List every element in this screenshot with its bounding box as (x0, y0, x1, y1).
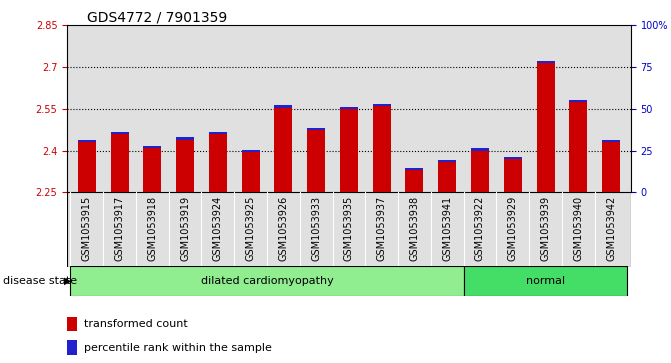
Bar (209, 134, 227, 192)
Bar (209, 132, 227, 134)
Bar (78, 140, 96, 142)
Bar (307, 130, 325, 192)
Bar (569, 100, 587, 102)
Bar (537, 63, 554, 192)
Text: GSM1053915: GSM1053915 (82, 196, 92, 261)
Text: GSM1053922: GSM1053922 (475, 196, 485, 261)
Bar (242, 150, 260, 152)
Bar (111, 134, 129, 192)
Text: dilated cardiomyopathy: dilated cardiomyopathy (201, 276, 333, 286)
Bar (405, 170, 423, 192)
Bar (144, 146, 161, 148)
Bar (340, 109, 358, 192)
Bar (504, 159, 522, 192)
Text: GSM1053942: GSM1053942 (606, 196, 616, 261)
Text: GSM1053933: GSM1053933 (311, 196, 321, 261)
Bar (67, 317, 77, 331)
Bar (372, 106, 391, 192)
Bar (274, 105, 293, 107)
Text: GDS4772 / 7901359: GDS4772 / 7901359 (87, 11, 227, 25)
Bar (176, 137, 194, 139)
Bar (537, 61, 554, 63)
Bar (438, 160, 456, 162)
Text: transformed count: transformed count (84, 319, 188, 329)
Text: ▶: ▶ (64, 276, 72, 286)
Bar (372, 104, 391, 106)
Text: normal: normal (526, 276, 565, 286)
Bar (438, 162, 456, 192)
Bar (471, 148, 489, 151)
Bar (471, 151, 489, 192)
Text: GSM1053941: GSM1053941 (442, 196, 452, 261)
Bar (242, 152, 260, 192)
Bar (405, 168, 423, 170)
Bar (67, 340, 77, 355)
Bar (464, 266, 627, 296)
Text: GSM1053918: GSM1053918 (148, 196, 157, 261)
Bar (111, 132, 129, 134)
Text: GSM1053929: GSM1053929 (508, 196, 518, 261)
Text: percentile rank within the sample: percentile rank within the sample (84, 343, 272, 352)
Text: GSM1053924: GSM1053924 (213, 196, 223, 261)
Text: GSM1053937: GSM1053937 (376, 196, 386, 261)
Bar (307, 127, 325, 130)
Text: GSM1053926: GSM1053926 (278, 196, 289, 261)
Bar (176, 139, 194, 192)
Text: GSM1053939: GSM1053939 (541, 196, 550, 261)
Bar (569, 102, 587, 192)
Text: GSM1053938: GSM1053938 (409, 196, 419, 261)
Bar (70, 266, 464, 296)
Bar (274, 107, 293, 192)
Bar (602, 140, 620, 142)
Bar (602, 142, 620, 192)
Text: GSM1053935: GSM1053935 (344, 196, 354, 261)
Bar (78, 142, 96, 192)
Text: GSM1053917: GSM1053917 (115, 196, 125, 261)
Text: GSM1053940: GSM1053940 (573, 196, 583, 261)
Text: GSM1053925: GSM1053925 (246, 196, 256, 261)
Text: disease state: disease state (3, 276, 77, 286)
Bar (504, 157, 522, 159)
Bar (340, 107, 358, 109)
Text: GSM1053919: GSM1053919 (180, 196, 190, 261)
Bar (144, 148, 161, 192)
